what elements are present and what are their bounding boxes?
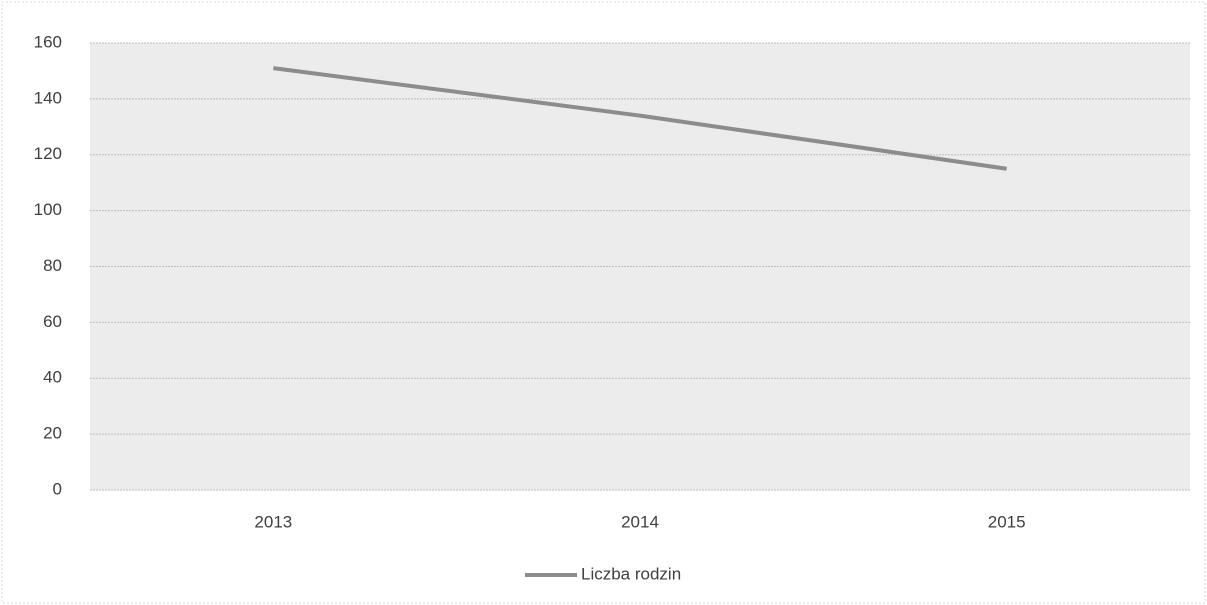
data-line: [273, 66, 1007, 171]
y-tick-label: 40: [43, 368, 62, 387]
y-tick-label: 80: [43, 256, 62, 275]
x-tick-label: 2014: [621, 512, 659, 531]
y-tick-label: 160: [34, 32, 62, 51]
y-tick-label: 100: [34, 200, 62, 219]
y-tick-label: 120: [34, 144, 62, 163]
y-tick-label: 20: [43, 424, 62, 443]
y-tick-label: 60: [43, 312, 62, 331]
y-tick-label: 0: [53, 479, 62, 498]
x-tick-label: 2013: [254, 512, 292, 531]
y-tick-label: 140: [34, 88, 62, 107]
x-tick-label: 2015: [988, 512, 1026, 531]
legend-label: Liczba rodzin: [581, 564, 681, 583]
